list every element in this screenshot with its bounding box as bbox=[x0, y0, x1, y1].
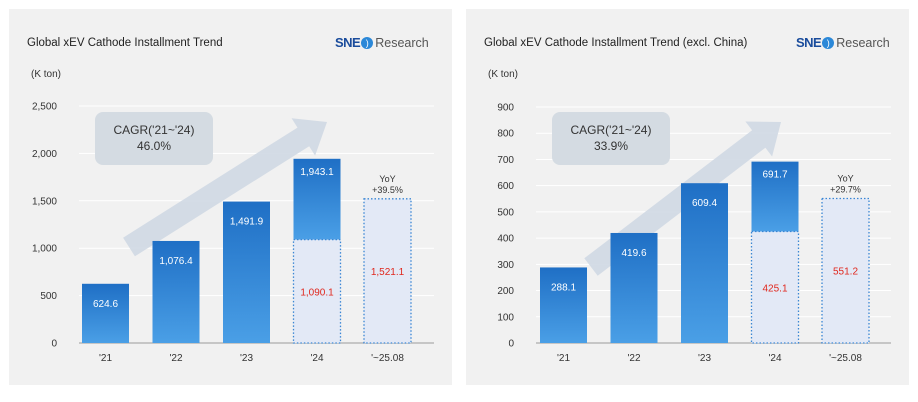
y-tick-label: 900 bbox=[497, 103, 514, 114]
chart-title: Global xEV Cathode Installment Trend bbox=[27, 37, 223, 49]
chart-panel-right: Global xEV Cathode Installment Trend (ex… bbox=[466, 9, 909, 385]
y-tick-label: 300 bbox=[497, 260, 514, 271]
y-tick-label: 100 bbox=[497, 312, 514, 323]
y-tick-label: 400 bbox=[497, 234, 514, 245]
y-tick-label: 500 bbox=[40, 291, 57, 302]
bar bbox=[681, 183, 728, 343]
bar-forecast bbox=[363, 198, 412, 344]
x-tick-label: '24 bbox=[310, 353, 323, 364]
logo-brand: SNE bbox=[335, 35, 361, 50]
sne-research-logo: SNE) Research bbox=[335, 35, 429, 50]
bar-value-label: 1,491.9 bbox=[230, 217, 264, 228]
unit-label: (K ton) bbox=[488, 69, 519, 80]
y-tick-label: 0 bbox=[51, 339, 57, 350]
y-tick-label: 600 bbox=[497, 181, 514, 192]
sne-research-logo: SNE) Research bbox=[796, 35, 890, 50]
bar-lower-segment bbox=[292, 239, 342, 344]
bar-chart-right: 0 100 200 300 400 500 600 700 800 900 CAGR('21~'24… bbox=[497, 103, 891, 364]
x-tick-label: '~25.08 bbox=[829, 353, 862, 364]
bar-forecast bbox=[821, 197, 870, 344]
bar-value-label: 624.6 bbox=[93, 299, 118, 310]
x-tick-label: '23 bbox=[698, 353, 711, 364]
logo-swoosh-icon: ) bbox=[822, 37, 835, 49]
bar-value-label: 1,521.1 bbox=[371, 267, 405, 278]
bar-upper-segment bbox=[293, 158, 341, 240]
bar-sub-value-label: 1,090.1 bbox=[300, 287, 334, 298]
bar-value-label: 609.4 bbox=[692, 198, 717, 209]
y-tick-label: 0 bbox=[508, 339, 514, 350]
y-tick-label: 1,000 bbox=[32, 244, 57, 255]
bar bbox=[82, 283, 129, 343]
chart-title: Global xEV Cathode Installment Trend (ex… bbox=[484, 37, 748, 49]
cagr-value: 46.0% bbox=[137, 139, 171, 153]
growth-arrow-icon bbox=[123, 118, 327, 257]
bar-value-label: 1,076.4 bbox=[159, 256, 193, 267]
x-tick-label: '22 bbox=[627, 353, 640, 364]
bar bbox=[610, 232, 658, 343]
bar-value-label: 1,943.1 bbox=[300, 167, 334, 178]
bar-upper-segment bbox=[751, 161, 799, 232]
x-tick-label: '24 bbox=[768, 353, 781, 364]
bar bbox=[152, 240, 200, 343]
bar-value-label: 288.1 bbox=[551, 282, 576, 293]
logo-suffix: Research bbox=[836, 36, 890, 50]
chart-panel-left: Global xEV Cathode Installment Trend SNE… bbox=[9, 9, 452, 385]
bar-sub-value-label: 425.1 bbox=[762, 283, 787, 294]
bar bbox=[223, 201, 270, 343]
y-tick-label: 2,000 bbox=[32, 149, 57, 160]
bar-value-label: 419.6 bbox=[621, 248, 646, 259]
cagr-label: CAGR('21~'24) bbox=[114, 123, 195, 137]
y-tick-label: 2,500 bbox=[32, 102, 57, 113]
y-tick-label: 700 bbox=[497, 155, 514, 166]
bar-chart-left: 0 500 1,000 1,500 2,000 2,500 CAGR('21~'24) 46.… bbox=[32, 102, 434, 364]
bar-value-label: 551.2 bbox=[833, 267, 858, 278]
logo-brand: SNE bbox=[796, 35, 822, 50]
yoy-value: +29.7% bbox=[830, 184, 861, 194]
x-tick-label: '21 bbox=[99, 353, 112, 364]
cagr-box bbox=[95, 112, 213, 165]
cagr-box bbox=[552, 112, 670, 165]
x-tick-label: '~25.08 bbox=[371, 353, 404, 364]
logo-swoosh-icon: ) bbox=[361, 37, 374, 49]
logo-suffix: Research bbox=[375, 36, 429, 50]
y-tick-label: 1,500 bbox=[32, 196, 57, 207]
x-tick-label: '21 bbox=[557, 353, 570, 364]
cagr-value: 33.9% bbox=[594, 139, 628, 153]
y-tick-label: 200 bbox=[497, 286, 514, 297]
unit-label: (K ton) bbox=[31, 69, 62, 80]
bar-value-label: 691.7 bbox=[762, 170, 787, 181]
cagr-label: CAGR('21~'24) bbox=[571, 123, 652, 137]
x-tick-label: '22 bbox=[169, 353, 182, 364]
bar-lower-segment bbox=[750, 230, 800, 344]
y-tick-label: 500 bbox=[497, 207, 514, 218]
y-tick-label: 800 bbox=[497, 129, 514, 140]
yoy-value: +39.5% bbox=[372, 185, 403, 195]
bar bbox=[540, 267, 587, 343]
yoy-label: YoY bbox=[837, 173, 853, 183]
yoy-label: YoY bbox=[379, 174, 395, 184]
x-tick-label: '23 bbox=[240, 353, 253, 364]
